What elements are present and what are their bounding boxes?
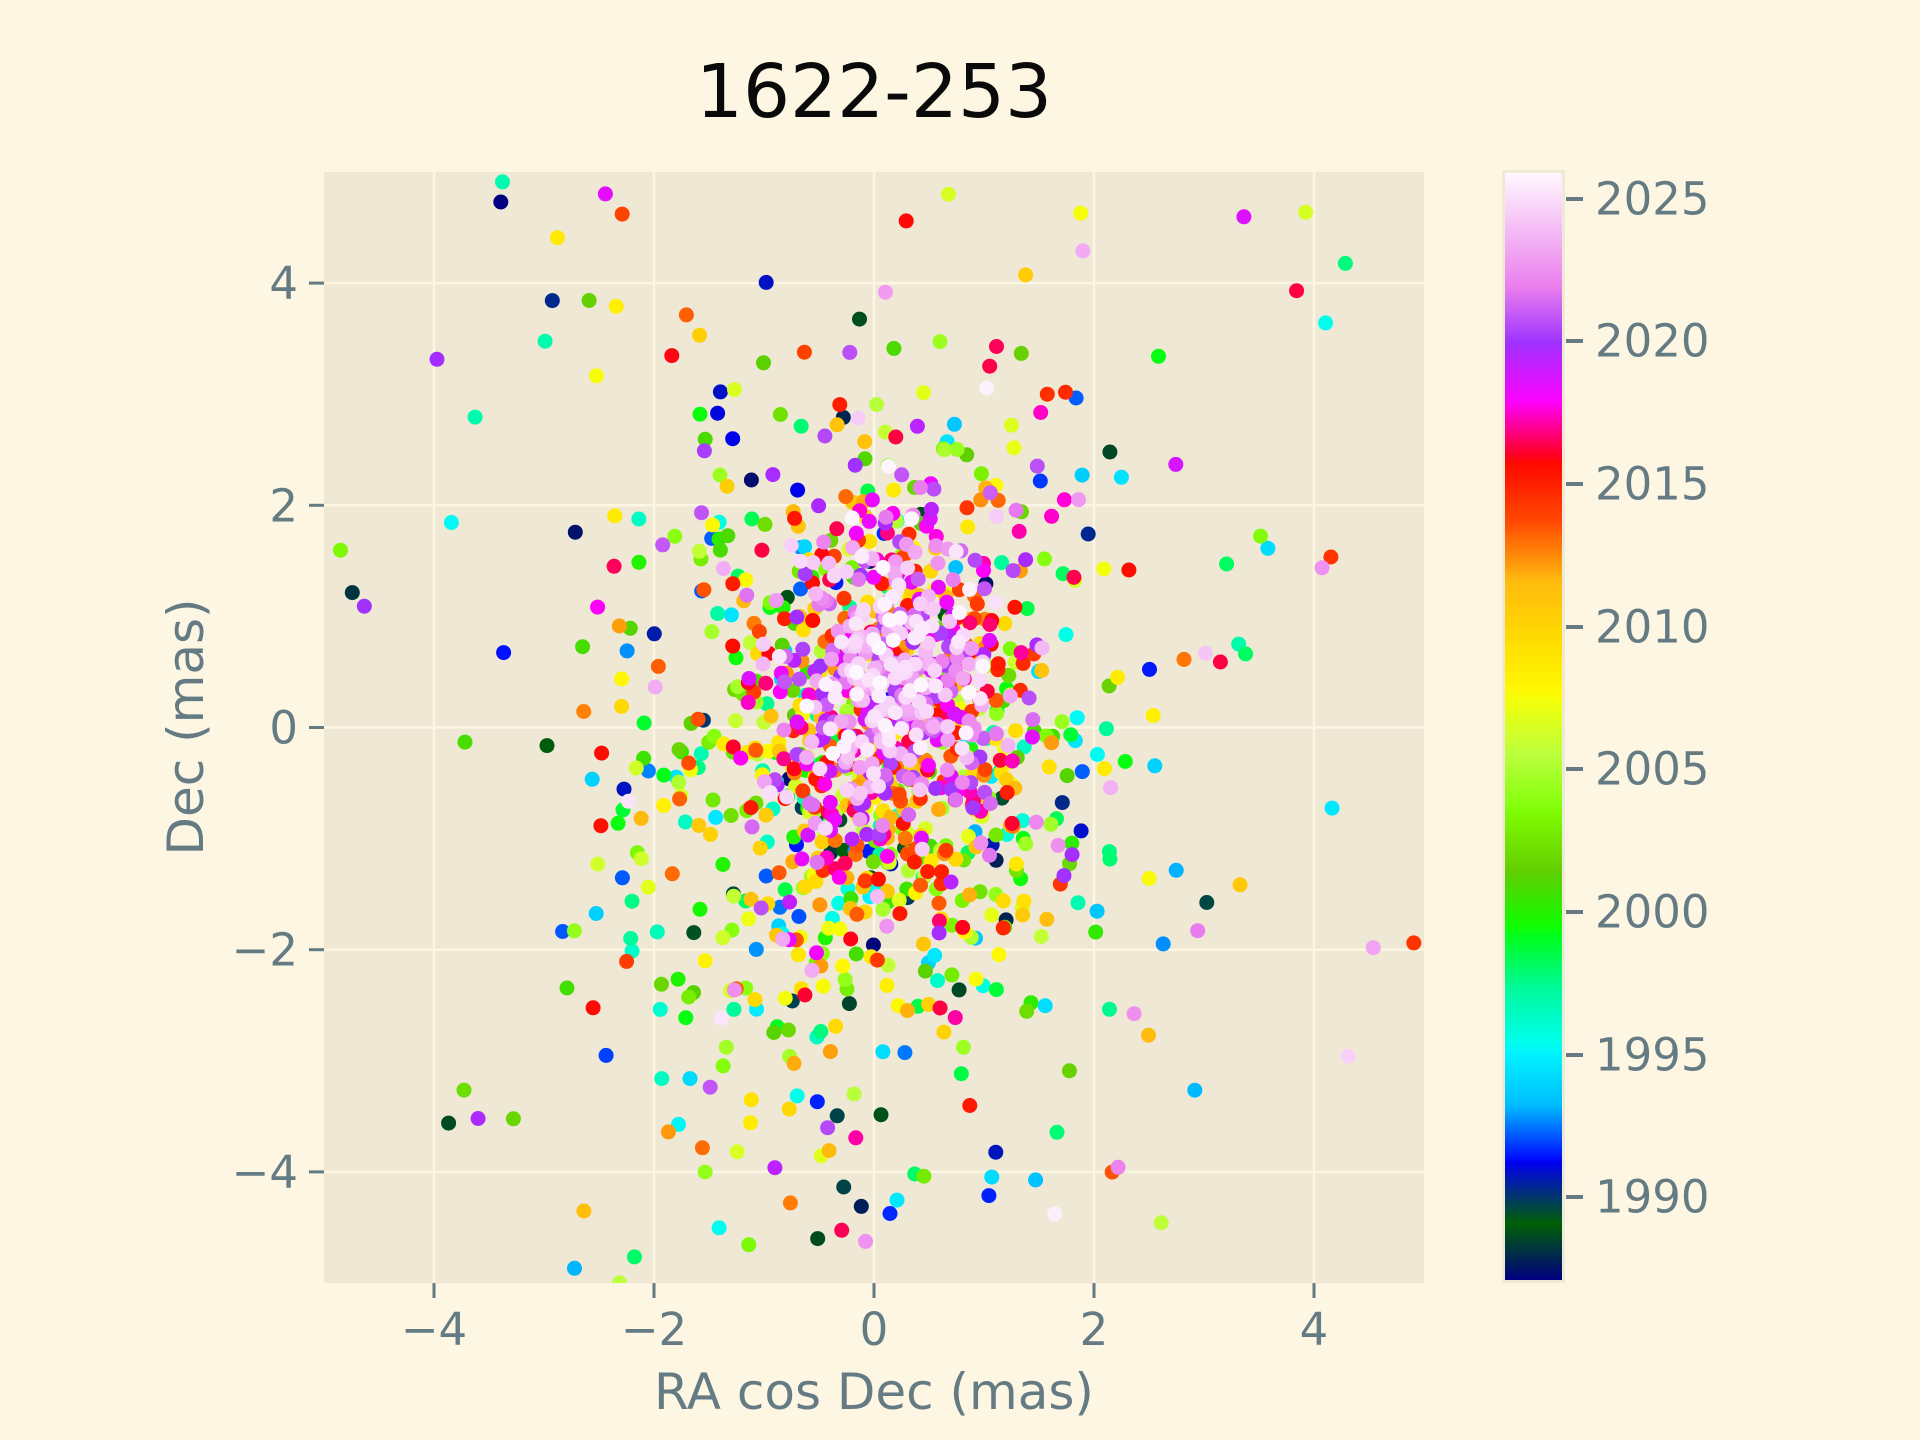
- colorbar-tick-mark: [1566, 1052, 1583, 1057]
- y-tick-label: 4: [269, 257, 298, 310]
- colorbar-tick-mark: [1566, 624, 1583, 629]
- y-tick-label: −2: [232, 924, 298, 977]
- colorbar-tick-mark: [1566, 767, 1583, 772]
- colorbar-tick-label: 2020: [1595, 314, 1710, 368]
- x-tick-label: −2: [621, 1303, 687, 1356]
- y-tick-label: 2: [269, 479, 298, 532]
- colorbar-tick-mark: [1566, 196, 1583, 201]
- colorbar-tick-label: 2005: [1595, 742, 1710, 796]
- plot-title: 1622-253: [695, 49, 1053, 135]
- colorbar-tick-mark: [1566, 909, 1583, 914]
- colorbar-tick-label: 2000: [1595, 885, 1710, 939]
- x-axis-label: RA cos Dec (mas): [654, 1363, 1094, 1421]
- x-tick-label: −4: [401, 1303, 467, 1356]
- axis-ticks: [309, 281, 1316, 1298]
- colorbar-tick-label: 2010: [1595, 600, 1710, 654]
- x-tick-label: 0: [860, 1303, 889, 1356]
- colorbar-tick-label: 2025: [1595, 172, 1710, 226]
- colorbar: 1990 1995 2000 2005 2010 2015 2020 2025: [1505, 173, 1805, 1280]
- x-tick-label: 4: [1300, 1303, 1329, 1356]
- scatter-points: [333, 174, 1422, 1283]
- colorbar-tick-label: 1990: [1595, 1170, 1710, 1224]
- axis-tick-labels: −4 −2 0 2 4 −4 −2 0 2 4: [232, 257, 1329, 1356]
- colorbar-tick-mark: [1566, 1195, 1583, 1200]
- colorbar-tick-label: 2015: [1595, 457, 1710, 511]
- colorbar-tick-label: 1995: [1595, 1028, 1710, 1082]
- x-tick-label: 2: [1080, 1303, 1109, 1356]
- colorbar-tick-mark: [1566, 481, 1583, 486]
- y-tick-label: −4: [232, 1146, 298, 1199]
- y-tick-label: 0: [269, 702, 298, 755]
- y-axis-label: Dec (mas): [157, 598, 215, 856]
- colorbar-tick-mark: [1566, 339, 1583, 344]
- colorbar-gradient: [1505, 173, 1562, 1280]
